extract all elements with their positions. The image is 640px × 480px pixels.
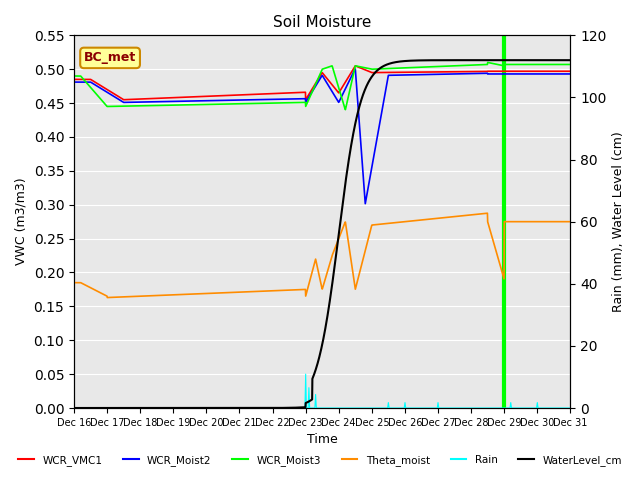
- Text: BC_met: BC_met: [84, 51, 136, 64]
- Title: Soil Moisture: Soil Moisture: [273, 15, 371, 30]
- Y-axis label: VWC (m3/m3): VWC (m3/m3): [15, 178, 28, 265]
- Y-axis label: Rain (mm), Water Level (cm): Rain (mm), Water Level (cm): [612, 132, 625, 312]
- Legend: WCR_VMC1, WCR_Moist2, WCR_Moist3, Theta_moist, Rain, WaterLevel_cm: WCR_VMC1, WCR_Moist2, WCR_Moist3, Theta_…: [14, 451, 626, 470]
- X-axis label: Time: Time: [307, 433, 337, 446]
